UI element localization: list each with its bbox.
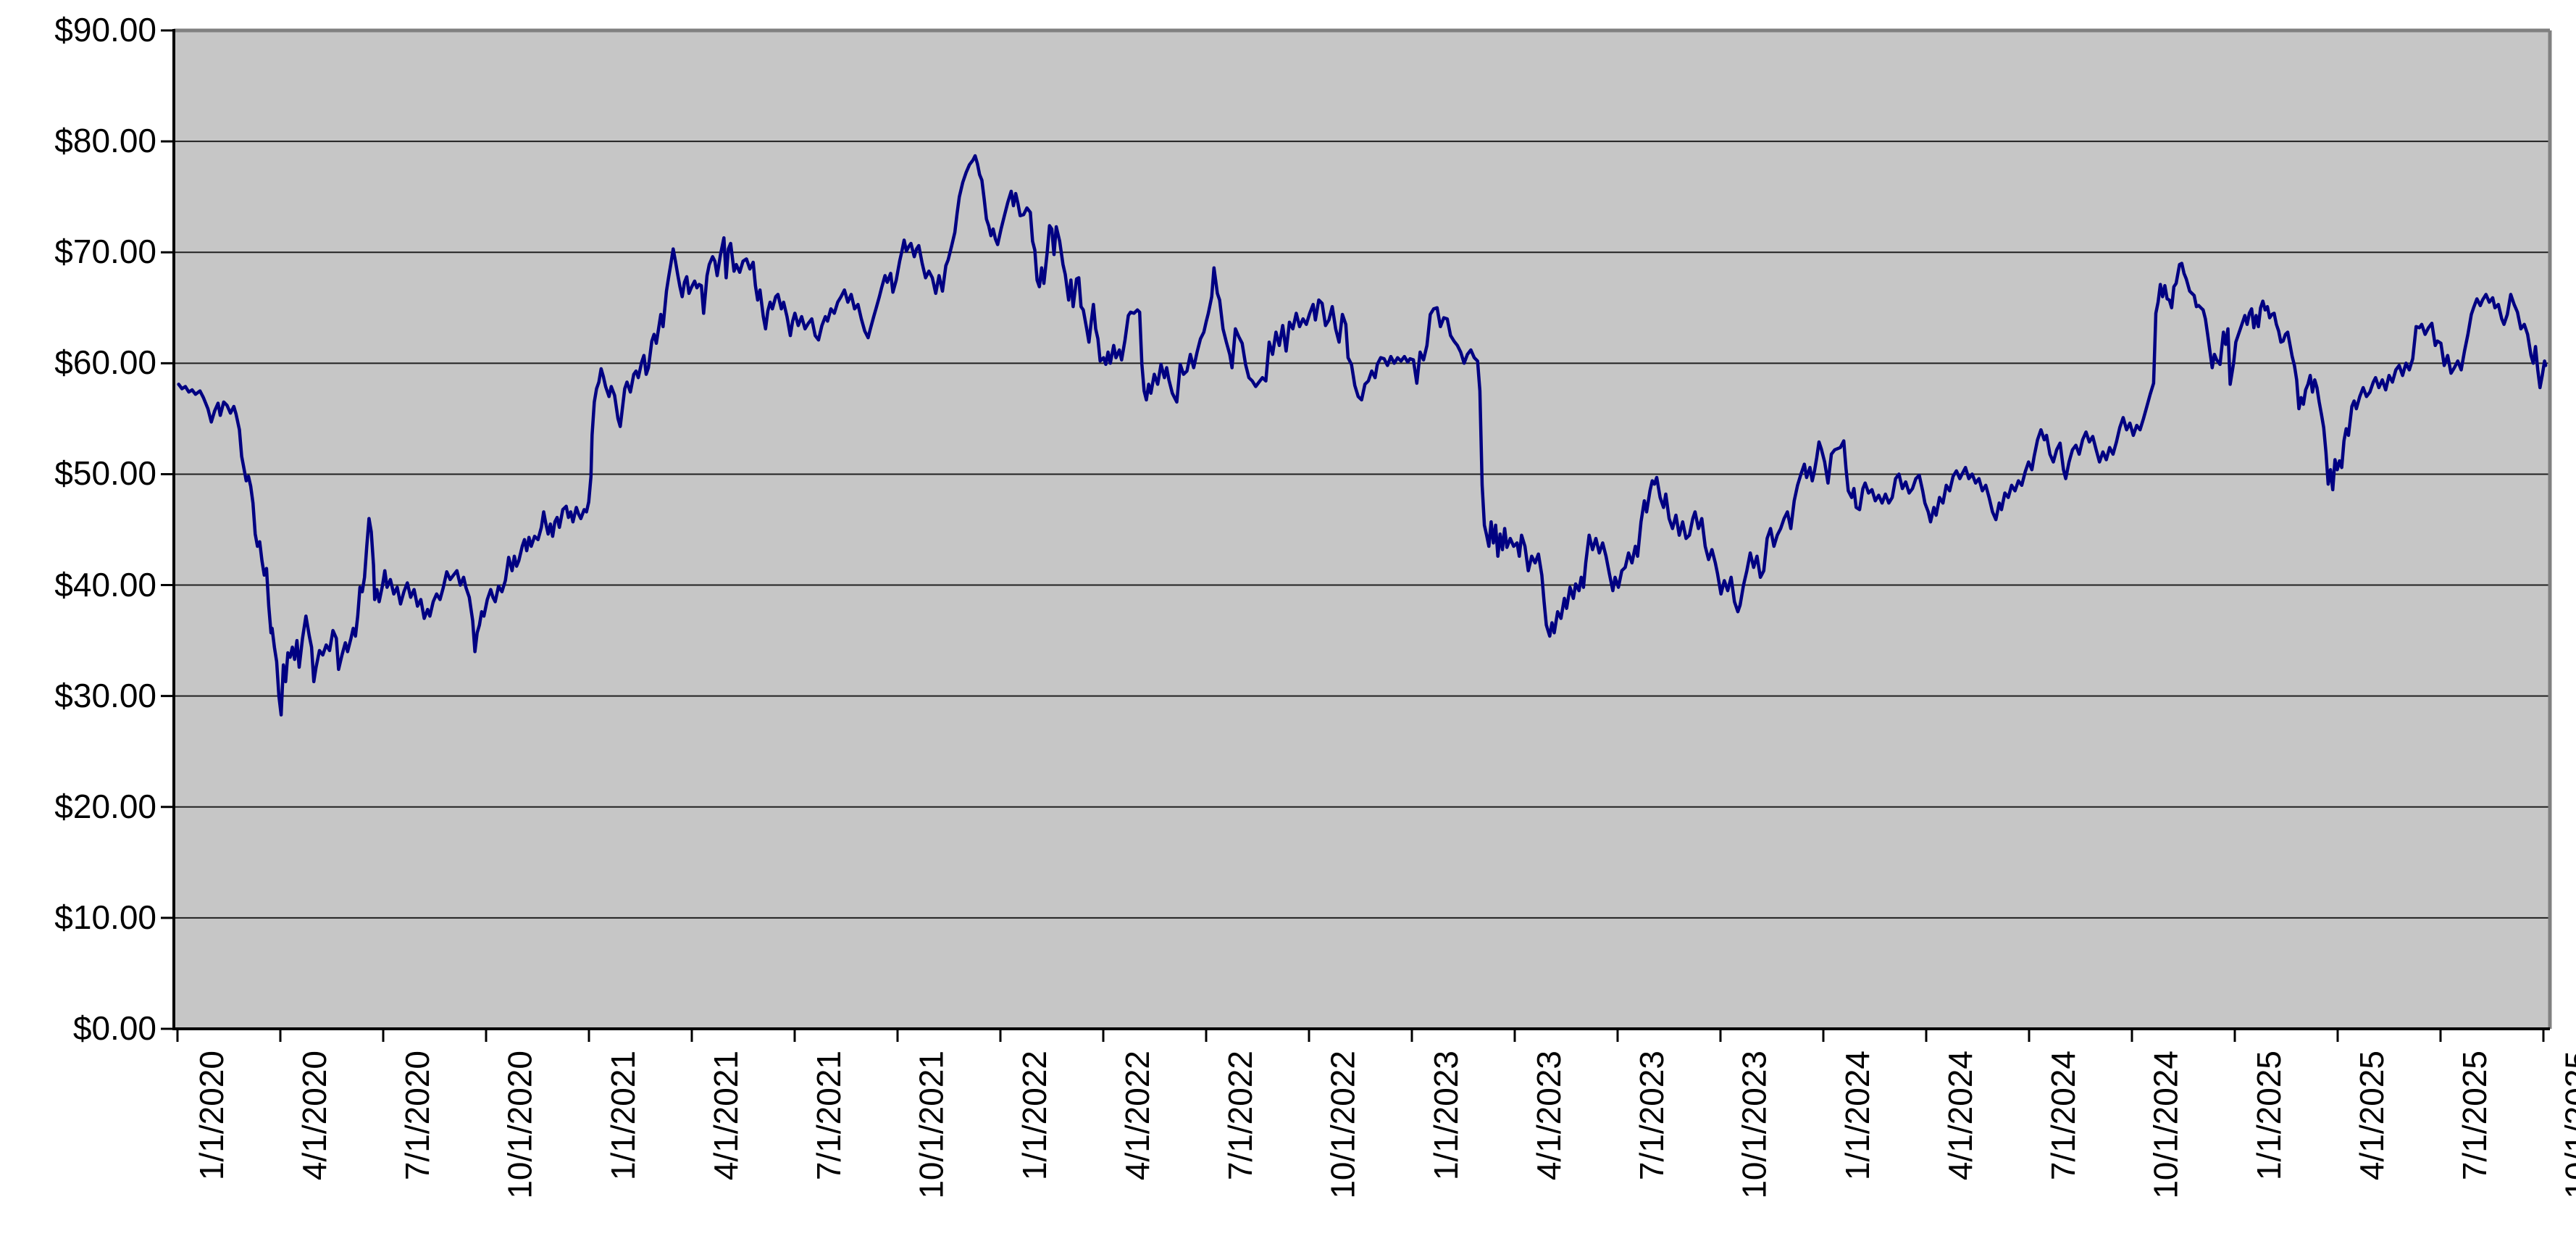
x-axis-label: 1/1/2021 (604, 1051, 642, 1181)
x-axis-label: 4/1/2024 (1941, 1051, 1979, 1181)
x-axis-label: 1/1/2020 (193, 1051, 230, 1181)
x-axis-label: 10/1/2022 (1324, 1051, 1362, 1199)
x-axis-label: 1/1/2025 (2250, 1051, 2288, 1181)
y-axis-label: $30.00 (54, 676, 156, 714)
x-axis-label: 4/1/2022 (1118, 1051, 1156, 1181)
x-axis-label: 7/1/2021 (810, 1051, 848, 1181)
x-axis-label: 4/1/2021 (707, 1051, 745, 1181)
y-axis-label: $0.00 (72, 1009, 156, 1047)
x-axis-label: 10/1/2023 (1736, 1051, 1773, 1199)
price-series-line (177, 154, 2548, 717)
x-axis-label: 10/1/2020 (501, 1051, 539, 1199)
x-axis-label: 10/1/2025 (2559, 1051, 2576, 1199)
x-axis-label: 7/1/2023 (1633, 1051, 1670, 1181)
y-axis-label: $20.00 (54, 787, 156, 825)
y-axis-label: $70.00 (54, 233, 156, 271)
plot-background (174, 30, 2550, 1029)
x-axis-label: 4/1/2025 (2353, 1051, 2391, 1181)
x-axis-label: 7/1/2022 (1221, 1051, 1259, 1181)
y-axis-label: $60.00 (54, 343, 156, 382)
y-axis-label: $50.00 (54, 454, 156, 493)
x-axis-label: 1/1/2023 (1427, 1051, 1465, 1181)
x-axis-label: 10/1/2021 (913, 1051, 950, 1199)
x-axis-label: 4/1/2020 (296, 1051, 333, 1181)
y-axis-label: $10.00 (54, 898, 156, 936)
y-axis-label: $40.00 (54, 565, 156, 604)
x-axis-label: 7/1/2025 (2456, 1051, 2493, 1181)
y-axis-label: $90.00 (54, 11, 156, 49)
x-axis-label: 10/1/2024 (2147, 1051, 2185, 1199)
x-axis-label: 7/1/2020 (398, 1051, 436, 1181)
x-axis-label: 7/1/2024 (2044, 1051, 2082, 1181)
x-axis-label: 4/1/2023 (1530, 1051, 1568, 1181)
x-axis-label: 1/1/2024 (1839, 1051, 1876, 1181)
y-axis-label: $80.00 (54, 122, 156, 160)
x-axis-label: 1/1/2022 (1016, 1051, 1053, 1181)
